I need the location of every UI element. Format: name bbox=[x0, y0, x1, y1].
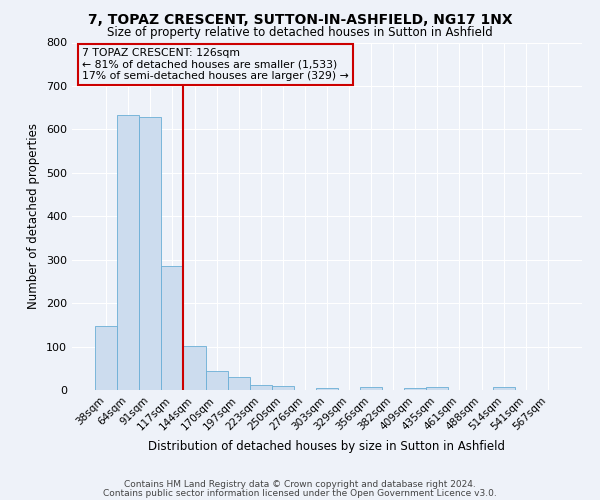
Text: Contains public sector information licensed under the Open Government Licence v3: Contains public sector information licen… bbox=[103, 488, 497, 498]
Bar bbox=[427, 387, 448, 390]
Bar bbox=[206, 371, 227, 390]
Bar bbox=[493, 387, 515, 390]
Text: Contains HM Land Registry data © Crown copyright and database right 2024.: Contains HM Land Registry data © Crown c… bbox=[124, 480, 476, 489]
Bar bbox=[360, 387, 382, 390]
Text: 7 TOPAZ CRESCENT: 126sqm
← 81% of detached houses are smaller (1,533)
17% of sem: 7 TOPAZ CRESCENT: 126sqm ← 81% of detach… bbox=[82, 48, 349, 81]
Bar bbox=[95, 326, 117, 390]
Y-axis label: Number of detached properties: Number of detached properties bbox=[28, 123, 40, 309]
Bar bbox=[250, 385, 272, 390]
Bar bbox=[227, 377, 250, 390]
X-axis label: Distribution of detached houses by size in Sutton in Ashfield: Distribution of detached houses by size … bbox=[149, 440, 505, 453]
Text: Size of property relative to detached houses in Sutton in Ashfield: Size of property relative to detached ho… bbox=[107, 26, 493, 39]
Bar bbox=[184, 346, 206, 390]
Text: 7, TOPAZ CRESCENT, SUTTON-IN-ASHFIELD, NG17 1NX: 7, TOPAZ CRESCENT, SUTTON-IN-ASHFIELD, N… bbox=[88, 12, 512, 26]
Bar bbox=[316, 388, 338, 390]
Bar bbox=[404, 388, 427, 390]
Bar bbox=[272, 386, 294, 390]
Bar bbox=[139, 117, 161, 390]
Bar bbox=[117, 116, 139, 390]
Bar bbox=[161, 266, 184, 390]
